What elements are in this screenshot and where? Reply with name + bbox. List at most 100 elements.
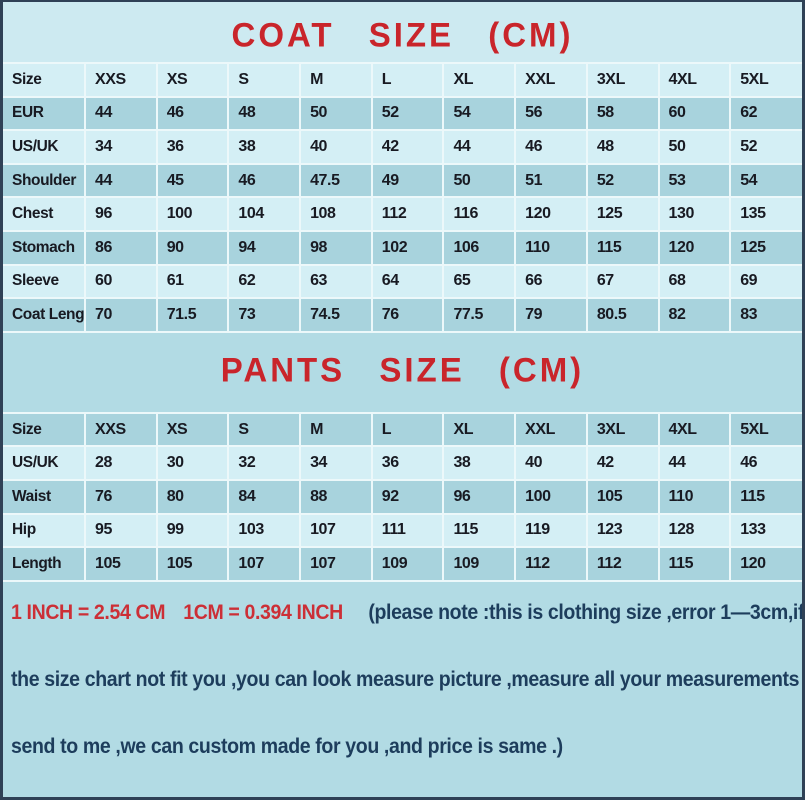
value-cell: 74.5 — [299, 297, 373, 333]
note-line-3: send to me ,we can custom made for you ,… — [11, 734, 563, 758]
value-cell: 63 — [299, 263, 373, 300]
size-column-header: XS — [155, 62, 230, 98]
value-cell: 38 — [227, 129, 302, 165]
value-cell: 40 — [299, 129, 373, 165]
size-column-header: XXL — [514, 411, 588, 448]
value-cell: 47.5 — [299, 162, 373, 199]
value-cell: 88 — [299, 478, 373, 515]
inch-to-cm-conversion: 1 INCH = 2.54 CM — [11, 600, 166, 624]
value-cell: 96 — [442, 478, 517, 515]
value-cell: 50 — [442, 162, 517, 199]
size-column-header: 4XL — [657, 411, 732, 448]
value-cell: 51 — [514, 162, 588, 199]
value-cell: 66 — [514, 263, 588, 300]
notes-section: 1 INCH = 2.54 CM 1CM = 0.394 INCH (pleas… — [3, 582, 802, 762]
size-column-header: XS — [155, 411, 230, 448]
value-cell: 105 — [585, 478, 660, 515]
value-cell: 44 — [442, 129, 517, 165]
value-cell: 92 — [370, 478, 445, 515]
value-cell: 112 — [585, 546, 660, 582]
size-column-header: 4XL — [657, 62, 732, 98]
table-row: US/UK 34 36 38 40 42 44 46 48 50 52 — [3, 129, 802, 165]
size-header-row: Size XXS XS S M L XL XXL 3XL 4XL 5XL — [3, 62, 802, 98]
value-cell: 107 — [227, 546, 302, 582]
value-cell: 120 — [729, 546, 802, 582]
size-column-header: 3XL — [585, 62, 660, 98]
row-label-cell: EUR — [3, 95, 86, 132]
corner-header-cell: Size — [3, 62, 86, 98]
pants-title-band: PANTS SIZE (CM) — [3, 333, 802, 412]
coat-size-table: Size XXS XS S M L XL XXL 3XL 4XL 5XL EUR 44 46 48 50 52 5… — [3, 62, 802, 333]
value-cell: 73 — [227, 297, 302, 333]
value-cell: 46 — [514, 129, 588, 165]
note-line-1: 1 INCH = 2.54 CM 1CM = 0.394 INCH (pleas… — [11, 598, 802, 628]
value-cell: 40 — [514, 445, 588, 481]
value-cell: 77.5 — [442, 297, 517, 333]
row-label-cell: Chest — [3, 196, 86, 232]
value-cell: 69 — [729, 263, 802, 300]
value-cell: 109 — [370, 546, 445, 582]
size-column-header: 5XL — [729, 62, 802, 98]
size-header-row: Size XXS XS S M L XL XXL 3XL 4XL 5XL — [3, 411, 802, 448]
size-column-header: XXL — [514, 62, 588, 98]
value-cell: 107 — [299, 512, 373, 549]
value-cell: 110 — [514, 229, 588, 266]
value-cell: 135 — [729, 196, 802, 232]
row-label-cell: Sleeve — [3, 263, 86, 300]
value-cell: 46 — [227, 162, 302, 199]
value-cell: 36 — [370, 445, 445, 481]
row-label-cell: Hip — [3, 512, 86, 549]
cm-to-inch-conversion: 1CM = 0.394 INCH — [183, 600, 343, 624]
value-cell: 52 — [585, 162, 660, 199]
row-label-cell: Stomach — [3, 229, 86, 266]
size-column-header: M — [299, 411, 373, 448]
size-column-header: XXS — [84, 62, 158, 98]
row-label-cell: Waist — [3, 478, 86, 515]
size-column-header: 5XL — [729, 411, 802, 448]
note-intro-text: (please note :this is clothing size ,err… — [368, 600, 805, 624]
value-cell: 84 — [227, 478, 302, 515]
value-cell: 98 — [299, 229, 373, 266]
size-column-header: S — [227, 411, 302, 448]
value-cell: 60 — [84, 263, 158, 300]
value-cell: 50 — [299, 95, 373, 132]
value-cell: 53 — [657, 162, 732, 199]
value-cell: 115 — [729, 478, 802, 515]
value-cell: 108 — [299, 196, 373, 232]
table-row: Waist 76 80 84 88 92 96 100 105 110 115 — [3, 478, 802, 515]
row-label-cell: Shoulder — [3, 162, 86, 199]
size-column-header: M — [299, 62, 373, 98]
coat-size-title: COAT SIZE (CM) — [231, 15, 574, 54]
table-row: Chest 96 100 104 108 112 116 120 125 130 135 — [3, 196, 802, 232]
row-label-cell: Coat Length — [3, 297, 86, 333]
coat-title-band: COAT SIZE (CM) — [3, 2, 802, 62]
value-cell: 80 — [155, 478, 230, 515]
value-cell: 46 — [729, 445, 802, 481]
value-cell: 94 — [227, 229, 302, 266]
table-row: EUR 44 46 48 50 52 54 56 58 60 62 — [3, 95, 802, 132]
value-cell: 96 — [84, 196, 158, 232]
value-cell: 62 — [227, 263, 302, 300]
value-cell: 125 — [585, 196, 660, 232]
value-cell: 45 — [155, 162, 230, 199]
value-cell: 65 — [442, 263, 517, 300]
value-cell: 76 — [84, 478, 158, 515]
value-cell: 116 — [442, 196, 517, 232]
table-row: Stomach 86 90 94 98 102 106 110 115 120 125 — [3, 229, 802, 266]
value-cell: 79 — [514, 297, 588, 333]
row-label-cell: US/UK — [3, 445, 86, 481]
pants-size-title: PANTS SIZE (CM) — [220, 349, 585, 389]
value-cell: 34 — [299, 445, 373, 481]
value-cell: 99 — [155, 512, 230, 549]
corner-header-cell: Size — [3, 411, 86, 448]
value-cell: 52 — [370, 95, 445, 132]
value-cell: 61 — [155, 263, 230, 300]
size-column-header: 3XL — [585, 411, 660, 448]
value-cell: 34 — [84, 129, 158, 165]
value-cell: 119 — [514, 512, 588, 549]
value-cell: 62 — [729, 95, 802, 132]
value-cell: 58 — [585, 95, 660, 132]
value-cell: 64 — [370, 263, 445, 300]
value-cell: 46 — [155, 95, 230, 132]
value-cell: 133 — [729, 512, 802, 549]
